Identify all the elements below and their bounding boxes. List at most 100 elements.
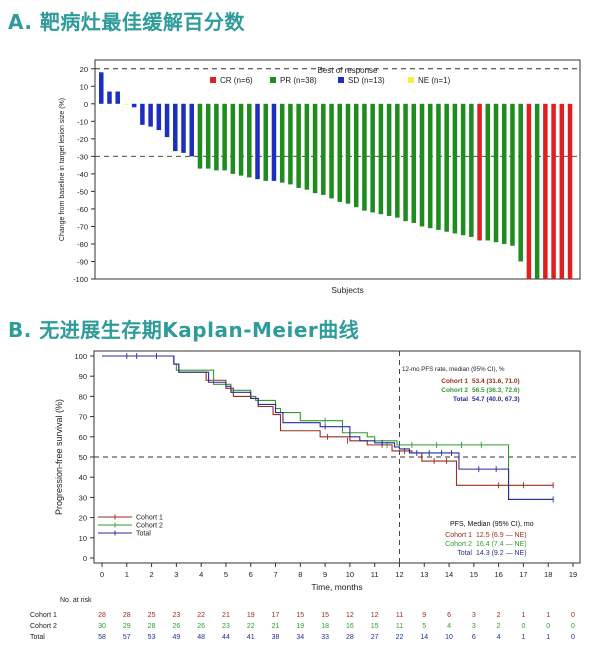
y-tick-label: -50 bbox=[77, 187, 88, 196]
x-tick-label: 1 bbox=[125, 570, 129, 579]
bar-cr bbox=[526, 103, 532, 279]
x-tick-label: 3 bbox=[174, 570, 178, 579]
risk-table-cell: 0 bbox=[571, 634, 575, 641]
y-tick-label: 90 bbox=[79, 372, 87, 381]
x-tick-label: 7 bbox=[273, 570, 277, 579]
x-tick-label: 9 bbox=[323, 570, 327, 579]
risk-table-cell: 3 bbox=[472, 612, 476, 619]
risk-table-cell: 0 bbox=[521, 623, 525, 630]
risk-table-cell: 10 bbox=[445, 634, 453, 641]
bar-sd bbox=[148, 103, 153, 127]
x-tick-label: 4 bbox=[199, 570, 203, 579]
bar-cr bbox=[543, 103, 548, 279]
bar-pr bbox=[337, 103, 343, 202]
annotation-12mo-value: 53.4 (31.6, 71.0) bbox=[472, 378, 520, 385]
risk-table-cell: 19 bbox=[247, 612, 255, 619]
risk-table-cell: 41 bbox=[247, 634, 255, 641]
bar-pr bbox=[510, 103, 515, 246]
risk-table-cell: 11 bbox=[396, 612, 403, 619]
y-tick-label: 30 bbox=[79, 493, 87, 502]
annotation-12mo-label: Cohort 2 bbox=[441, 387, 468, 394]
legend-label: SD (n=13) bbox=[348, 76, 385, 85]
annotation-median-label: Cohort 1 bbox=[445, 532, 472, 539]
bar-pr bbox=[296, 103, 301, 188]
x-tick-label: 14 bbox=[445, 570, 453, 579]
annotation-12mo-label: Total bbox=[453, 396, 468, 403]
annotation-median-value: 16.4 (7.4 — NE) bbox=[476, 541, 527, 548]
y-axis-label: Progression-free survival (%) bbox=[54, 399, 64, 515]
legend-label: Cohort 2 bbox=[136, 523, 163, 530]
bar-pr bbox=[197, 103, 203, 169]
legend-title: Best of response bbox=[317, 66, 378, 75]
legend-label: CR (n=6) bbox=[220, 76, 253, 85]
risk-table-header: No. at risk bbox=[60, 597, 92, 604]
bar-sd bbox=[99, 72, 104, 104]
y-tick-label: 20 bbox=[79, 514, 87, 523]
risk-table-cell: 4 bbox=[447, 623, 451, 630]
bar-pr bbox=[230, 103, 236, 174]
bar-ne bbox=[123, 103, 129, 105]
km-line-total bbox=[102, 355, 554, 500]
bar-sd bbox=[131, 103, 137, 108]
annotation-12mo-label: Cohort 1 bbox=[441, 378, 468, 385]
x-tick-label: 11 bbox=[371, 570, 379, 579]
risk-table-cell: 12 bbox=[371, 612, 379, 619]
bar-sd bbox=[255, 103, 260, 180]
bar-pr bbox=[312, 103, 318, 194]
risk-table-cell: 4 bbox=[497, 634, 501, 641]
risk-table-cell: 1 bbox=[546, 634, 550, 641]
x-tick-label: 13 bbox=[420, 570, 428, 579]
risk-table-cell: 28 bbox=[123, 612, 131, 619]
bar-pr bbox=[263, 103, 269, 181]
risk-table-cell: 33 bbox=[321, 634, 329, 641]
bar-pr bbox=[214, 103, 219, 171]
y-tick-label: -20 bbox=[77, 135, 88, 144]
risk-table-cell: 15 bbox=[321, 612, 329, 619]
risk-table-cell: 14 bbox=[420, 634, 428, 641]
risk-table-cell: 16 bbox=[346, 623, 354, 630]
x-tick-label: 6 bbox=[249, 570, 253, 579]
annotation-12mo-value: 54.7 (40.0, 67.3) bbox=[472, 396, 520, 403]
risk-table-cell: 29 bbox=[123, 623, 131, 630]
y-tick-label: -60 bbox=[77, 205, 88, 214]
risk-table-cell: 18 bbox=[321, 623, 329, 630]
y-tick-label: -10 bbox=[77, 117, 88, 126]
bar-sd bbox=[107, 91, 112, 104]
bar-sd bbox=[156, 103, 162, 131]
bar-sd bbox=[173, 103, 178, 152]
x-tick-label: 18 bbox=[544, 570, 552, 579]
x-tick-label: 2 bbox=[149, 570, 153, 579]
bar-pr bbox=[460, 103, 466, 236]
bar-pr bbox=[370, 103, 375, 213]
risk-table-cell: 6 bbox=[472, 634, 476, 641]
bar-cr bbox=[477, 103, 482, 241]
bar-pr bbox=[444, 103, 449, 232]
annotation-median-value: 14.3 (9.2 — NE) bbox=[476, 550, 527, 557]
annotation-median-label: Total bbox=[457, 550, 472, 557]
legend-swatch bbox=[408, 77, 414, 83]
bar-pr bbox=[321, 103, 326, 195]
risk-table-cell: 15 bbox=[371, 623, 379, 630]
risk-table-row-label: Total bbox=[30, 634, 45, 641]
y-tick-label: -90 bbox=[77, 257, 88, 266]
y-tick-label: 10 bbox=[79, 534, 87, 543]
risk-table-cell: 28 bbox=[98, 612, 106, 619]
bar-pr bbox=[485, 103, 491, 241]
x-tick-label: 15 bbox=[470, 570, 478, 579]
risk-table-cell: 21 bbox=[272, 623, 280, 630]
bar-pr bbox=[419, 103, 425, 227]
x-tick-label: 19 bbox=[569, 570, 577, 579]
bar-pr bbox=[452, 103, 458, 234]
bar-pr bbox=[518, 103, 523, 262]
risk-table-cell: 34 bbox=[296, 634, 304, 641]
risk-table-cell: 2 bbox=[497, 623, 501, 630]
bar-pr bbox=[329, 103, 334, 199]
bar-pr bbox=[469, 103, 474, 237]
risk-table-row-label: Cohort 1 bbox=[30, 612, 57, 619]
annotation-median-header: PFS, Median (95% CI), mo bbox=[450, 521, 534, 528]
bar-pr bbox=[427, 103, 433, 229]
bar-pr bbox=[501, 103, 507, 244]
bar-pr bbox=[534, 103, 540, 279]
annotation-median-value: 12.5 (6.9 — NE) bbox=[476, 532, 527, 539]
